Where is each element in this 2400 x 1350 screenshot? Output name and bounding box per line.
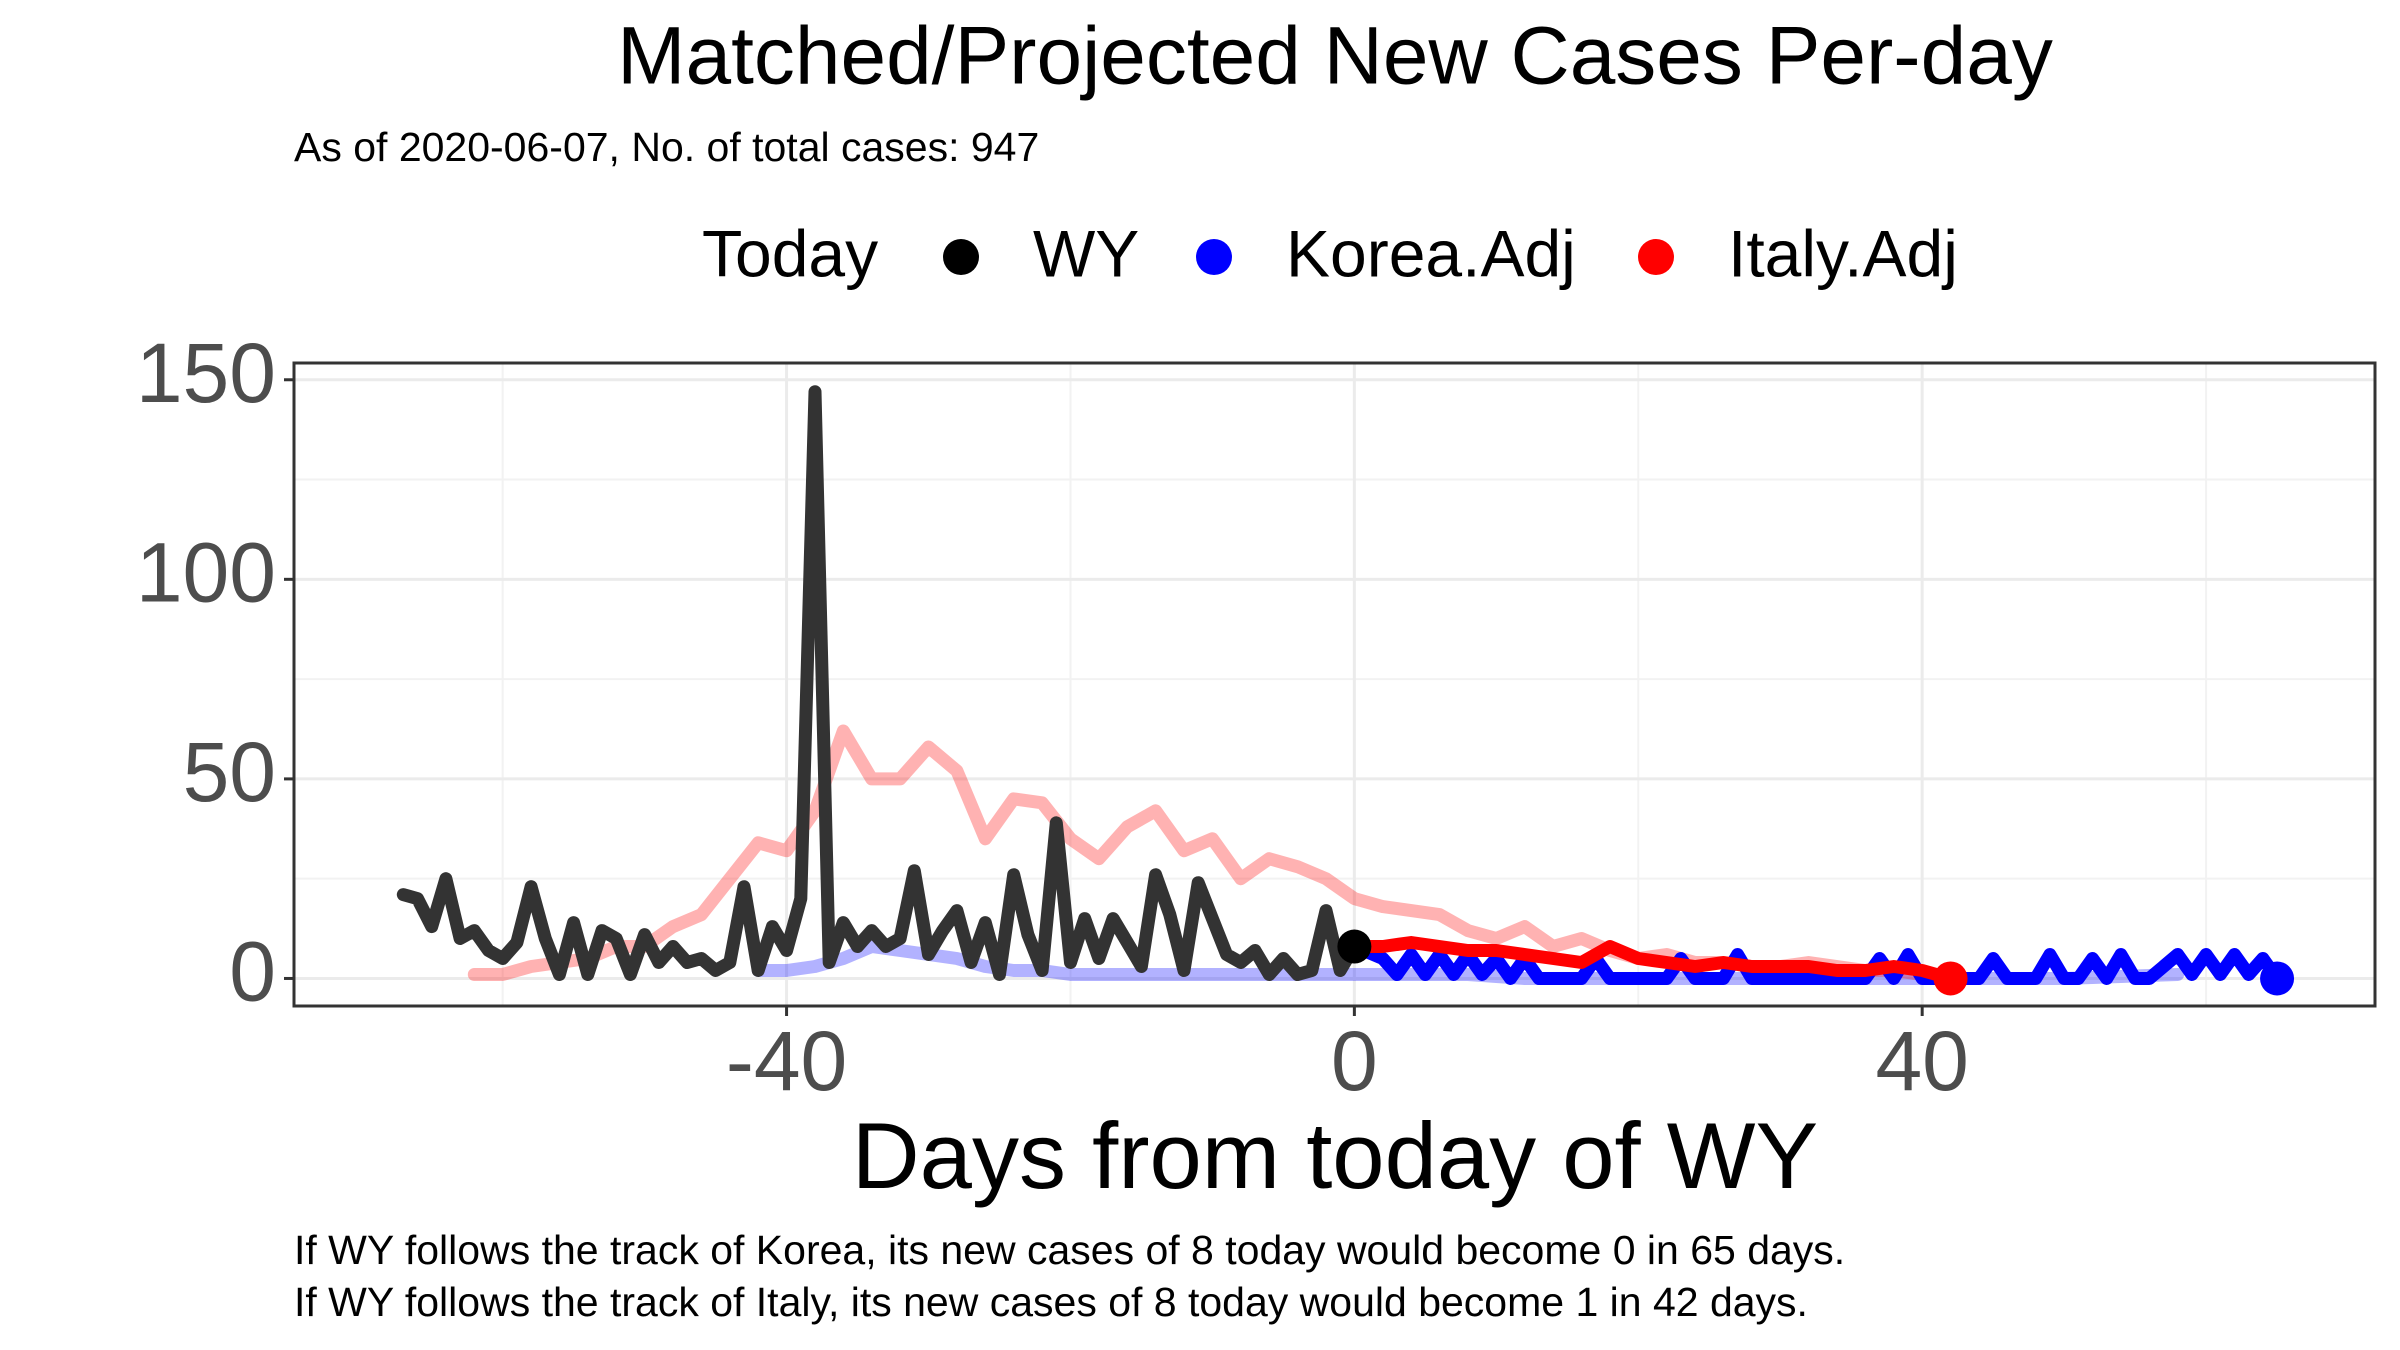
- x-tick-label: 0: [1331, 1014, 1378, 1108]
- plot-border: [292, 361, 2377, 1008]
- annotation: If WY follows the track of Korea, its ne…: [294, 1227, 1845, 1273]
- observed-line: [396, 385, 1361, 981]
- y-tick-label: 0: [229, 925, 276, 1019]
- legend-label: Korea.Adj: [1286, 216, 1576, 290]
- x-tick-label: -40: [726, 1014, 847, 1108]
- today-point: [1933, 961, 1968, 996]
- x-axis-label: Days from today of WY: [852, 1103, 1818, 1208]
- legend-marker: [943, 239, 979, 275]
- y-tick-label: 50: [183, 725, 276, 819]
- today-point: [2260, 961, 2295, 996]
- legend-marker: [1196, 239, 1232, 275]
- chart-title: Matched/Projected New Cases Per-day: [617, 11, 2053, 102]
- y-tick-label: 150: [136, 326, 276, 420]
- legend-title: Today: [702, 216, 878, 290]
- projected-line: [1347, 936, 1958, 985]
- legend-label: WY: [1033, 216, 1139, 290]
- legend-marker: [1638, 239, 1674, 275]
- legend-label: Italy.Adj: [1728, 216, 1958, 290]
- x-tick-label: 40: [1875, 1014, 1968, 1108]
- annotation: If WY follows the track of Italy, its ne…: [294, 1279, 1808, 1325]
- subtitle: As of 2020-06-07, No. of total cases: 94…: [294, 124, 1039, 170]
- y-tick-label: 100: [136, 526, 276, 620]
- today-point: [1337, 929, 1372, 964]
